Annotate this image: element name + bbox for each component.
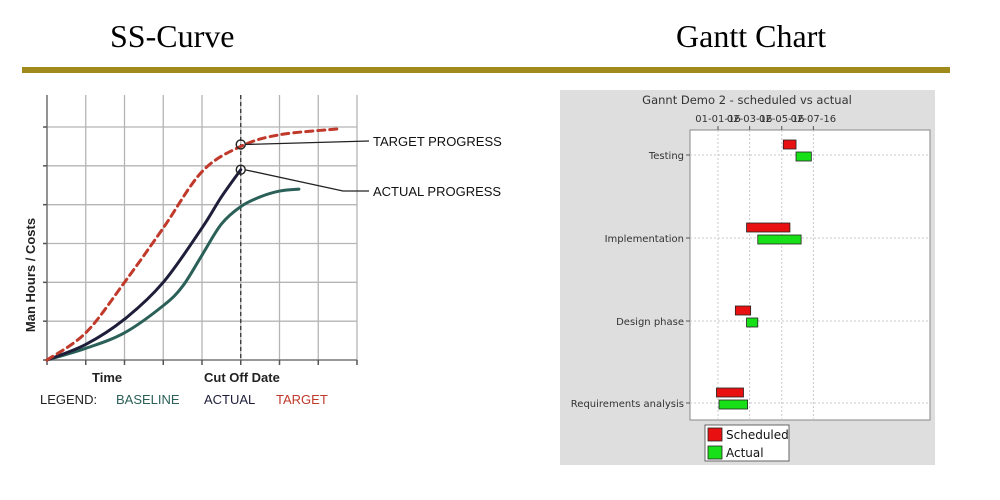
legend-label: Actual xyxy=(726,446,764,460)
legend-baseline: BASELINE xyxy=(116,392,180,407)
divider-rule xyxy=(22,67,950,73)
actual-bar xyxy=(746,317,759,328)
legend-actual: ACTUAL xyxy=(204,392,255,407)
scheduled-bar xyxy=(734,305,752,316)
gantt-plot-area xyxy=(689,129,931,421)
s-curve-series-group xyxy=(45,127,340,362)
s-curve-callouts: TARGET PROGRESS ACTUAL PROGRESS xyxy=(235,134,502,199)
gantt-x-tick-label: 02-05-16 xyxy=(759,114,804,125)
legend-swatch xyxy=(707,427,723,442)
baseline-series-line xyxy=(45,187,301,362)
s-curve-legend: LEGEND: BASELINE ACTUAL TARGET xyxy=(40,392,328,407)
legend-target: TARGET xyxy=(276,392,328,407)
target-series-line xyxy=(45,127,340,362)
callout-label: TARGET PROGRESS xyxy=(373,134,502,149)
gantt-task-label: Implementation xyxy=(605,234,684,245)
legend-swatch xyxy=(707,445,723,460)
y-axis-label: Man Hours / Costs xyxy=(23,218,38,332)
scheduled-bar xyxy=(782,139,797,150)
gantt-x-tick-label: 02-07-16 xyxy=(791,114,836,125)
actual-bar xyxy=(718,399,748,410)
actual-bar xyxy=(795,151,812,162)
x-axis-label-cutoff: Cut Off Date xyxy=(204,370,280,385)
gantt-title: Gannt Demo 2 - scheduled vs actual xyxy=(642,93,852,107)
gantt-task-label: Requirements analysis xyxy=(571,399,684,410)
s-curve-chart: TARGET PROGRESS ACTUAL PROGRESS Man Hours… xyxy=(23,95,502,407)
s-curve-grid xyxy=(43,95,358,365)
callout-leader xyxy=(244,169,369,192)
gantt-chart-heading: Gantt Chart xyxy=(676,18,827,54)
actual-series-line xyxy=(45,168,243,362)
gantt-task-label: Testing xyxy=(648,151,684,162)
gantt-x-tick-label: 02-03-16 xyxy=(727,114,772,125)
scheduled-bar xyxy=(746,222,791,233)
legend-prefix: LEGEND: xyxy=(40,392,97,407)
scheduled-bar xyxy=(716,387,744,398)
gantt-chart: Gannt Demo 2 - scheduled vs actual 01-01… xyxy=(560,90,935,465)
gantt-x-tick-label: 01-01-16 xyxy=(695,114,740,125)
actual-bar xyxy=(757,234,802,245)
gantt-task-label: Design phase xyxy=(616,317,684,328)
gantt-bars xyxy=(716,139,812,410)
callout-label: ACTUAL PROGRESS xyxy=(373,184,501,199)
s-curve-heading: SS-Curve xyxy=(110,18,235,54)
gantt-legend: Scheduled Actual xyxy=(704,424,790,462)
gantt-task-labels: Testing Implementation Design phase Require… xyxy=(571,151,690,410)
legend-label: Scheduled xyxy=(726,428,789,442)
callout-leader xyxy=(244,140,370,146)
x-axis-label-time: Time xyxy=(92,370,122,385)
